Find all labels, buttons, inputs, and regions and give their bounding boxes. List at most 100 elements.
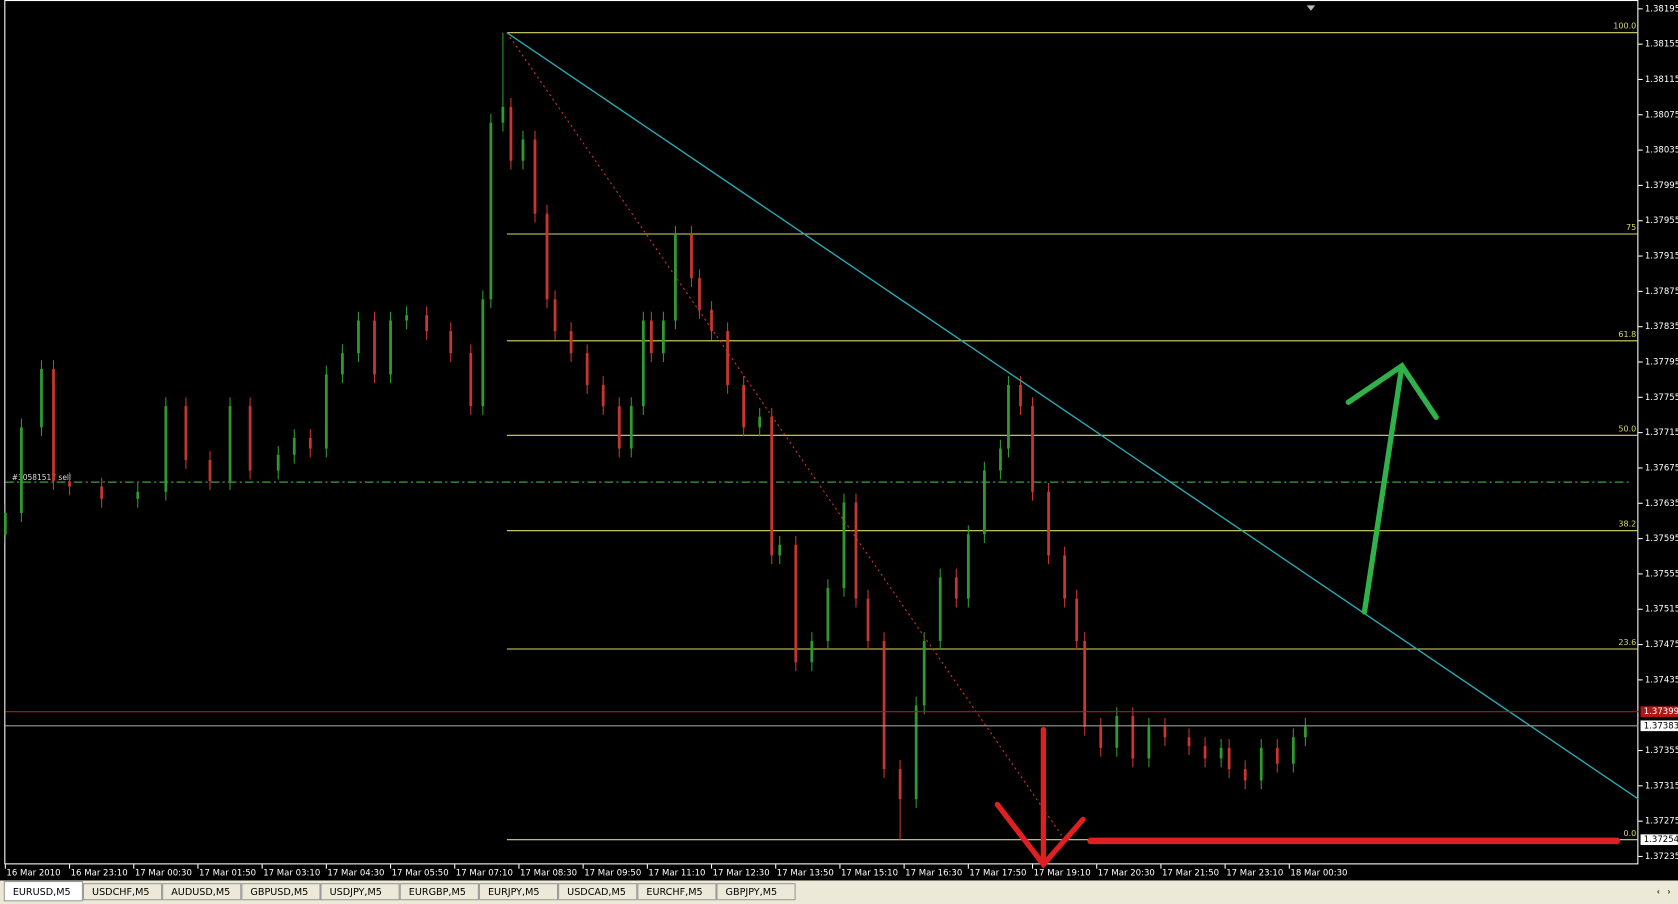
y-tick-label: 1.38075 [1645, 110, 1678, 120]
tab-frame[interactable] [558, 883, 638, 901]
fib-label: 100.0 [1613, 22, 1636, 31]
candle-body [341, 353, 344, 375]
x-tick-label: 17 Mar 08:30 [520, 868, 577, 878]
candle-body [509, 106, 513, 161]
tab-label[interactable]: GBPUSD,M5 [250, 887, 308, 898]
scroll-right[interactable]: › [1667, 888, 1670, 898]
candle-body [164, 406, 168, 492]
candle-body [742, 384, 746, 428]
x-tick-label: 17 Mar 03:10 [263, 868, 320, 878]
tab-frame[interactable] [716, 883, 796, 901]
x-tick-label: 17 Mar 17:50 [969, 868, 1026, 878]
y-tick-label: 1.37875 [1645, 287, 1678, 297]
x-tick-label: 17 Mar 04:30 [327, 868, 384, 878]
symbol-tab[interactable]: USDCAD,M5 [558, 883, 638, 901]
ask-line-label: 1.37399 [1644, 707, 1678, 717]
candle-body [982, 470, 986, 535]
candle-body [710, 309, 713, 332]
candle-body [661, 320, 665, 354]
candle-body [136, 491, 140, 499]
candle-body [778, 544, 782, 556]
symbol-tab[interactable]: USDJPY,M5 [320, 883, 400, 901]
tab-label[interactable]: USDCAD,M5 [567, 887, 626, 898]
tab-label[interactable]: EURCHF,M5 [646, 887, 702, 898]
candle-body [20, 427, 23, 513]
candle-body [794, 544, 798, 663]
y-tick-label: 1.37435 [1645, 675, 1678, 685]
symbol-tab[interactable]: GBPJPY,M5 [716, 883, 796, 901]
tab-label[interactable]: EURJPY,M5 [488, 887, 540, 898]
tab-frame[interactable] [320, 883, 400, 901]
candle-body [1019, 384, 1022, 407]
tab-label[interactable]: EURGBP,M5 [409, 887, 466, 898]
scroll-left[interactable]: ‹ [1657, 888, 1660, 898]
candle-body [698, 278, 701, 310]
y-tick-label: 1.37555 [1645, 569, 1678, 579]
candle-body [521, 139, 525, 161]
candle-body [866, 598, 870, 642]
bid-line-box [1640, 720, 1678, 732]
y-tick-label: 1.38195 [1645, 4, 1678, 14]
tab-label[interactable]: USDJPY,M5 [330, 887, 382, 898]
tab-frame[interactable] [241, 883, 321, 901]
tab-frame[interactable] [637, 883, 717, 901]
x-tick-label: 17 Mar 12:30 [713, 868, 770, 878]
y-tick-label: 1.37955 [1645, 216, 1678, 226]
candle-body [1075, 598, 1079, 642]
candle-body [1227, 747, 1231, 770]
candle-body [999, 448, 1002, 471]
trendline [506, 32, 1639, 800]
x-tick-label: 17 Mar 05:50 [392, 868, 449, 878]
y-tick-label: 1.38115 [1645, 75, 1678, 85]
candle-body [726, 331, 729, 385]
candle-body [545, 213, 549, 300]
fib-label: 38.2 [1618, 520, 1636, 529]
tab-label[interactable]: USDCHF,M5 [92, 887, 149, 898]
tab-frame[interactable] [399, 883, 479, 901]
tab-label[interactable]: EURUSD,M5 [13, 887, 71, 898]
candle-body [1243, 769, 1247, 781]
tab-frame[interactable] [162, 883, 242, 901]
tab-frame[interactable] [3, 880, 83, 902]
candle-body [842, 502, 846, 589]
x-tick-label: 17 Mar 13:50 [777, 868, 834, 878]
candle-body [826, 588, 830, 642]
symbol-tab[interactable]: GBPUSD,M5 [241, 883, 321, 901]
symbol-tab[interactable]: EURGBP,M5 [399, 883, 479, 901]
y-tick-label: 1.37355 [1645, 746, 1678, 756]
y-tick-label: 1.37915 [1645, 252, 1678, 262]
candle-body [1203, 746, 1207, 759]
candle-body [3, 512, 7, 535]
fib-label: 23.6 [1618, 638, 1636, 647]
candle-body [373, 320, 376, 375]
candle-body [617, 406, 621, 449]
tab-label[interactable]: GBPJPY,M5 [726, 887, 778, 898]
symbol-tab[interactable]: EURCHF,M5 [637, 883, 717, 901]
y-tick-label: 1.37675 [1645, 463, 1678, 473]
y-tick-label: 1.37835 [1645, 322, 1678, 332]
candle-body [469, 353, 473, 407]
tab-frame[interactable] [82, 883, 163, 901]
symbol-tab[interactable]: EURJPY,M5 [478, 883, 559, 901]
candle-body [276, 454, 280, 471]
plot-frame [4, 0, 1639, 865]
y-tick-label: 1.37795 [1645, 358, 1678, 368]
candle-body [1291, 737, 1295, 764]
symbol-tab[interactable]: AUDUSD,M5 [162, 883, 242, 901]
symbol-tab[interactable]: EURUSD,M5 [3, 880, 83, 902]
x-tick-label: 17 Mar 11:10 [648, 868, 705, 878]
tab-frame[interactable] [478, 883, 559, 901]
candle-body [100, 486, 104, 499]
candle-body [553, 299, 557, 332]
candle-body [770, 416, 774, 556]
candle-body [758, 416, 762, 428]
symbol-tab[interactable]: USDCHF,M5 [82, 883, 163, 901]
x-tick-label: 18 Mar 00:30 [1290, 868, 1347, 878]
candle-body [1007, 384, 1010, 449]
tab-label[interactable]: AUDUSD,M5 [171, 887, 230, 898]
candle-body [1219, 747, 1223, 759]
